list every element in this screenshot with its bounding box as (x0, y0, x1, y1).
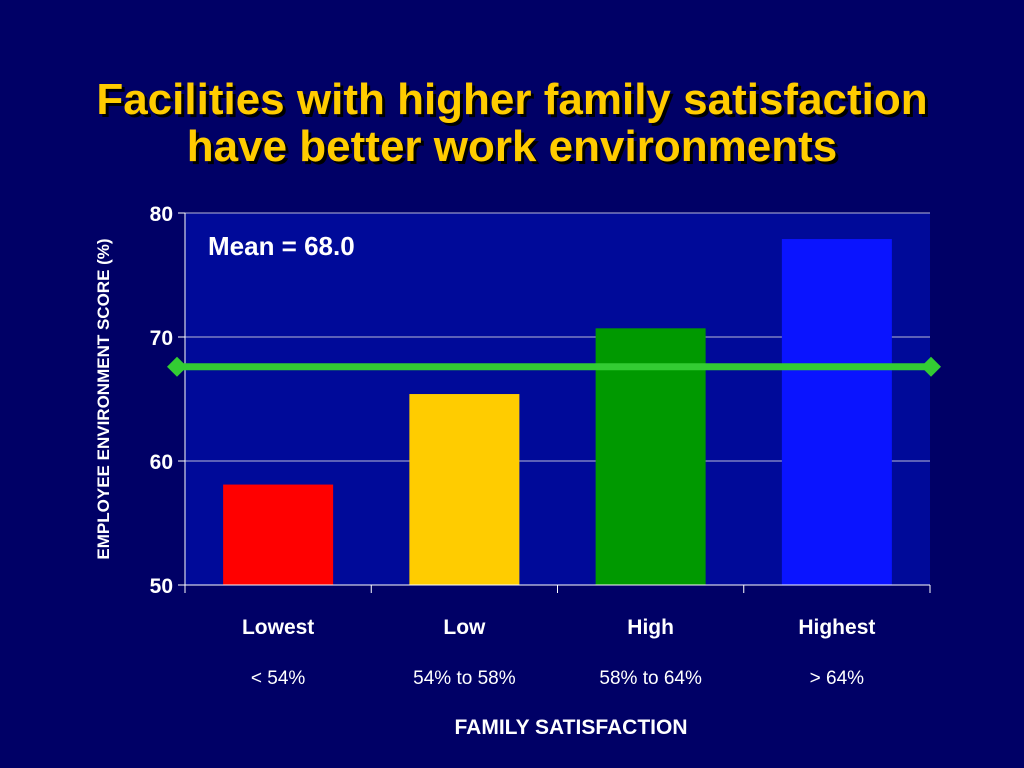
bar-highest (781, 239, 892, 586)
x-category-label: Lowest (242, 616, 314, 639)
y-tick-label: 80 (150, 203, 173, 226)
x-category-sublabel: 54% to 58% (413, 668, 516, 689)
axes: 50 60 70 80 Lowest < 54% Low 54% to 58% High 58% … (150, 203, 931, 689)
y-axis-title: EMPLOYEE ENVIRONMENT SCORE (%) (94, 238, 113, 559)
x-category-sublabel: < 54% (251, 668, 306, 689)
slide-title-line-1: Facilities with higher family satisfacti… (96, 75, 928, 124)
mean-label: Mean = 68.0 (208, 231, 355, 261)
bar-high (595, 328, 706, 585)
mean-line-group (167, 356, 941, 377)
x-category-sublabel: 58% to 64% (599, 668, 702, 689)
x-category-label: Highest (798, 616, 875, 639)
y-tick-label: 50 (150, 575, 173, 598)
x-category-label: Low (443, 616, 486, 639)
slide-title: Facilities with higher family satisfacti… (0, 76, 1024, 170)
slide-title-line-2: have better work environments (186, 122, 838, 171)
bar-lowest (223, 484, 334, 585)
y-tick-label: 70 (150, 327, 173, 350)
x-category-sublabel: > 64% (810, 668, 865, 689)
bars (223, 239, 892, 586)
bar-low (409, 394, 520, 585)
mean-marker-right (921, 356, 941, 377)
x-axis-title: FAMILY SATISFACTION (455, 716, 688, 739)
mean-marker-left (167, 356, 187, 377)
y-tick-label: 60 (150, 451, 173, 474)
x-category-label: High (627, 616, 674, 639)
